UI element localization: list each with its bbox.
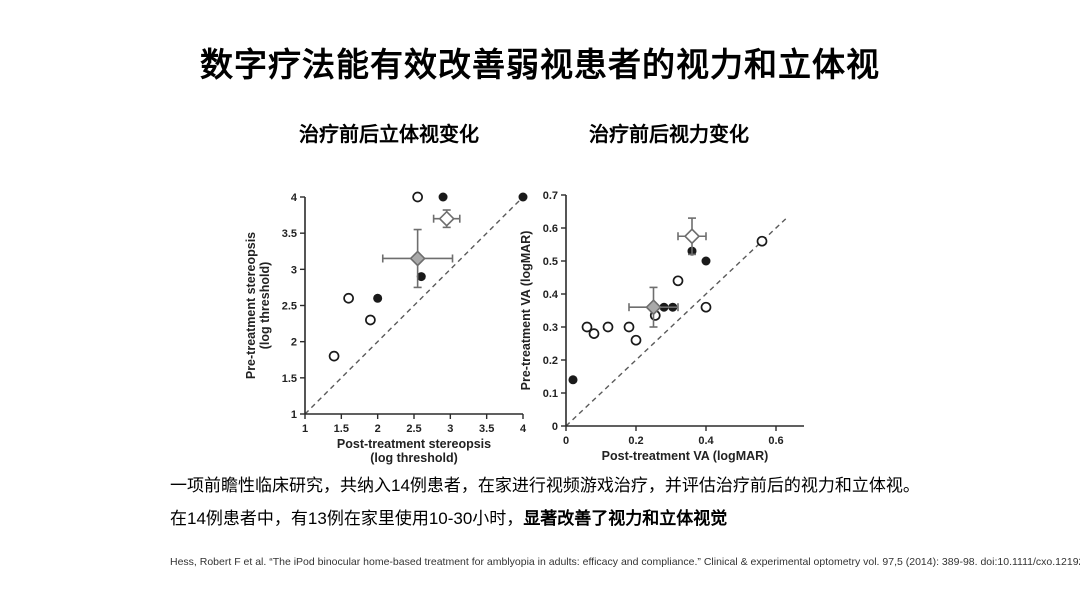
y-tick-label: 3.5 bbox=[282, 228, 297, 240]
stereopsis-chart-block: 治疗前后立体视变化 1 1.5 2 2.5 3 3.5 4 1 1.5 2 2.5 3 3.5 4 Post… bbox=[243, 118, 535, 477]
mean-open-diamond-marker bbox=[438, 210, 455, 227]
x-tick-label: 2.5 bbox=[406, 423, 421, 435]
subject-open-circle-marker bbox=[623, 321, 635, 333]
x-tick-label: 3.5 bbox=[479, 423, 494, 435]
x-tick-label: 0.2 bbox=[628, 435, 643, 447]
x-tick-label: 0 bbox=[563, 435, 569, 447]
y-tick-label: 0.4 bbox=[543, 289, 559, 301]
x-tick-label: 1.5 bbox=[334, 423, 349, 435]
y-axis-label: (log threshold) bbox=[258, 262, 272, 350]
x-axis-label: (log threshold) bbox=[370, 451, 458, 465]
subject-filled-circle-marker bbox=[416, 272, 426, 282]
y-tick-label: 0.1 bbox=[543, 388, 558, 400]
x-tick-label: 3 bbox=[447, 423, 453, 435]
study-conclusion-bold: 显著改善了视力和立体视觉 bbox=[523, 509, 728, 528]
subject-open-circle-marker bbox=[602, 321, 614, 333]
subject-open-circle-marker bbox=[412, 191, 423, 203]
identity-line bbox=[565, 217, 787, 427]
mean-gray-diamond-marker bbox=[645, 299, 662, 316]
stereopsis-scatter-chart: 1 1.5 2 2.5 3 3.5 4 1 1.5 2 2.5 3 3.5 4 Post-treatment… bbox=[244, 191, 528, 465]
y-axis-label: Pre-treatment VA (logMAR) bbox=[519, 231, 533, 391]
y-tick-label: 0.7 bbox=[543, 190, 558, 202]
y-tick-label: 4 bbox=[291, 192, 298, 204]
study-description-line2-text: 在14例患者中，有13例在家里使用10-30小时， bbox=[170, 509, 524, 528]
subject-open-circle-marker bbox=[588, 328, 600, 339]
x-tick-label: 4 bbox=[520, 423, 527, 435]
y-tick-label: 0.3 bbox=[543, 322, 558, 334]
x-tick-label: 1 bbox=[302, 423, 308, 435]
y-tick-label: 2 bbox=[291, 337, 297, 349]
study-description-line1-text: 一项前瞻性临床研究，共纳入14例患者，在家进行视频游戏治疗，并评估治疗前后的视力… bbox=[170, 476, 920, 495]
subject-filled-circle-marker bbox=[373, 293, 383, 303]
y-tick-label: 0.2 bbox=[543, 355, 558, 367]
subject-open-circle-marker bbox=[672, 275, 684, 287]
subject-filled-circle-marker bbox=[438, 192, 448, 202]
stereopsis-chart-title: 治疗前后立体视变化 bbox=[299, 124, 479, 146]
visual-acuity-chart-title: 治疗前后视力变化 bbox=[589, 124, 749, 146]
x-tick-label: 0.4 bbox=[698, 435, 714, 447]
y-tick-label: 0.5 bbox=[543, 256, 558, 268]
study-description: 一项前瞻性临床研究，共纳入14例患者，在家进行视频游戏治疗，并评估治疗前后的视力… bbox=[170, 469, 960, 535]
subject-filled-circle-marker bbox=[568, 375, 578, 385]
x-tick-label: 0.6 bbox=[768, 435, 783, 447]
y-tick-label: 3 bbox=[291, 264, 297, 276]
y-tick-label: 2.5 bbox=[282, 301, 297, 313]
citation: Hess, Robert F et al. “The iPod binocula… bbox=[170, 556, 1080, 568]
visual-acuity-chart-block: 治疗前后视力变化 0 0.2 0.4 0.6 0 0.1 0.2 0.3 0.4 0.5 0.6 0.… bbox=[518, 118, 820, 477]
x-axis-label: Post-treatment stereopsis bbox=[337, 437, 491, 451]
subject-open-circle-marker bbox=[700, 301, 712, 313]
subject-filled-circle-marker bbox=[701, 256, 711, 266]
subject-open-circle-marker bbox=[328, 350, 340, 362]
y-tick-label: 0 bbox=[552, 421, 558, 433]
x-tick-label: 2 bbox=[375, 423, 381, 435]
subject-open-circle-marker bbox=[581, 321, 593, 333]
y-axis-label: Pre-treatment stereopsis bbox=[244, 232, 258, 379]
subject-open-circle-marker bbox=[756, 235, 768, 247]
identity-line bbox=[304, 196, 524, 415]
study-description-line2: 在14例患者中，有13例在家里使用10-30小时，显著改善了视力和立体视觉 bbox=[170, 502, 960, 535]
study-description-line1: 一项前瞻性临床研究，共纳入14例患者，在家进行视频游戏治疗，并评估治疗前后的视力… bbox=[170, 469, 960, 502]
subject-open-circle-marker bbox=[630, 334, 642, 346]
slide-title: 数字疗法能有效改善弱视患者的视力和立体视 bbox=[200, 46, 880, 83]
subject-open-circle-marker bbox=[343, 292, 354, 304]
x-axis-label: Post-treatment VA (logMAR) bbox=[602, 449, 769, 463]
y-tick-label: 0.6 bbox=[543, 223, 558, 235]
mean-gray-diamond-marker bbox=[409, 250, 426, 267]
subject-open-circle-marker bbox=[365, 314, 376, 326]
y-tick-label: 1.5 bbox=[282, 373, 297, 385]
subject-filled-circle-marker bbox=[518, 192, 528, 202]
visual-acuity-scatter-chart: 0 0.2 0.4 0.6 0 0.1 0.2 0.3 0.4 0.5 0.6 0.7 Post-tre… bbox=[519, 190, 804, 463]
y-tick-label: 1 bbox=[291, 409, 297, 421]
mean-open-diamond-marker bbox=[683, 228, 701, 245]
